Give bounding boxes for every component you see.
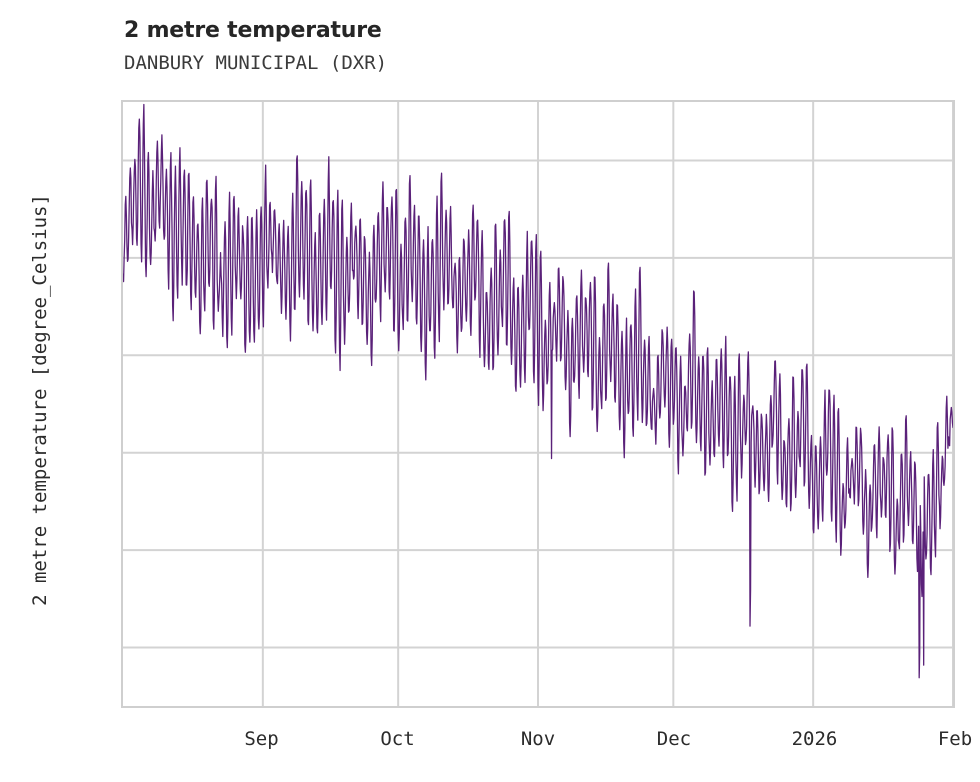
plot-area: [121, 100, 955, 708]
x-tick-label: Nov: [520, 728, 556, 750]
x-tick-label: Sep: [244, 728, 279, 750]
chart-subtitle: DANBURY MUNICIPAL (DXR): [124, 52, 388, 74]
x-tick-label: 2026: [791, 728, 838, 750]
y-axis-label: 2 metre temperature [degree_Celsius]: [29, 194, 51, 606]
x-tick-label: Dec: [656, 728, 692, 750]
chart-title: 2 metre temperature: [124, 18, 382, 43]
temperature-line: [123, 103, 953, 679]
x-tick-label: Feb: [937, 728, 973, 750]
temperature-series: [123, 103, 953, 679]
x-tick-label: Oct: [380, 728, 415, 750]
